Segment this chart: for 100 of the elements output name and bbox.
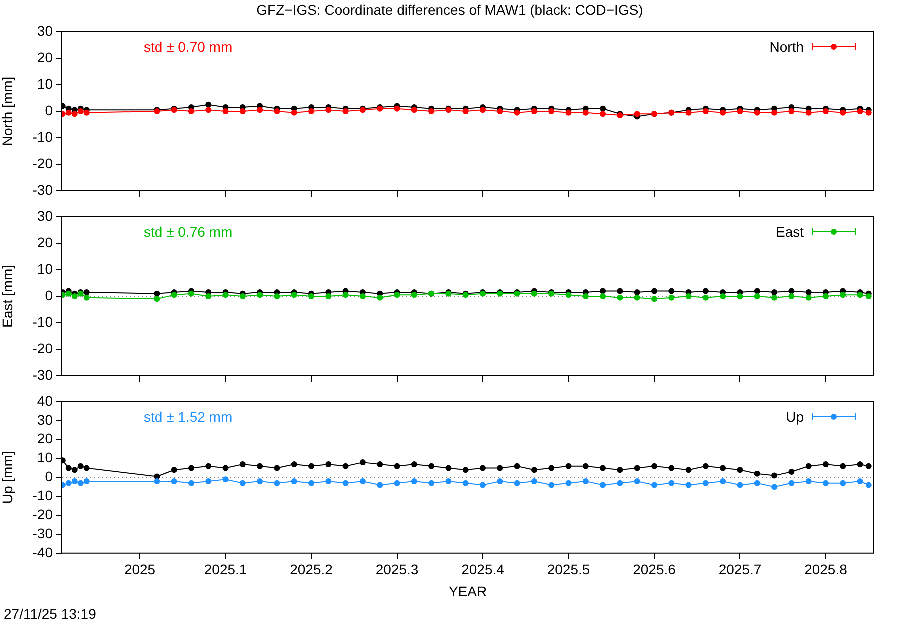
point [411,461,418,468]
point [360,294,366,300]
point [394,106,400,112]
point [206,463,212,470]
point [686,467,692,474]
point [240,461,246,468]
point [428,463,435,470]
point [531,467,538,474]
point [188,108,194,114]
point [411,107,418,114]
point [394,463,400,470]
point [360,460,366,466]
point [686,482,692,488]
point [428,108,435,114]
point [72,467,78,474]
point [411,292,418,298]
point [806,463,812,470]
point [377,461,384,468]
point [72,478,78,484]
point [840,480,846,486]
point [342,292,349,298]
point [772,110,778,116]
point [480,107,486,114]
y-tick-label: -10 [32,128,54,145]
point [857,108,864,114]
x-axis-title: YEAR [448,583,488,600]
y-tick-label: 30 [37,208,54,224]
point [308,480,315,486]
point [720,465,726,472]
point [634,465,640,472]
point [84,290,90,296]
y-tick-label: 0 [45,102,54,118]
y-tick-label: -10 [32,487,54,504]
point [772,290,778,296]
point [737,108,744,114]
y-tick-label: -40 [32,544,54,560]
point [428,480,435,486]
y-tick-label: 0 [45,287,54,304]
point [600,288,606,294]
point [308,294,315,300]
point [702,288,709,294]
point [171,292,178,298]
point [342,108,349,114]
point [222,292,229,298]
point [702,108,709,114]
point [702,463,709,470]
y-axis-title: North [mm] [0,76,16,146]
point [66,290,72,297]
point [462,467,469,474]
point [686,110,692,116]
point [411,478,418,484]
point [857,461,864,468]
point [866,294,872,300]
point [240,480,246,486]
point [514,463,520,470]
point [840,110,846,116]
point [582,463,589,470]
point [222,465,229,472]
point [394,292,400,298]
point [866,482,872,488]
point [668,480,675,486]
point [257,292,264,298]
point [78,108,84,114]
point [291,110,298,116]
point [788,108,795,114]
point [308,108,315,114]
point [634,478,640,484]
point [548,482,555,488]
point [840,292,846,298]
y-tick-label: 10 [37,260,54,277]
point [668,288,675,294]
y-tick-label: 10 [37,450,54,466]
point [754,294,760,300]
point [617,288,624,294]
x-tick-label: 2025.1 [204,562,248,578]
point [342,463,349,470]
point [668,294,675,301]
point [377,482,384,488]
point [531,290,538,297]
point [788,480,795,486]
point [634,294,640,301]
point [737,482,744,488]
point [222,476,229,483]
point [822,480,829,486]
point [206,478,212,484]
point [651,482,658,488]
point [78,480,84,486]
legend-label: North [770,39,804,55]
point [326,107,332,114]
point [772,294,778,301]
point [66,110,72,116]
point [600,482,606,488]
x-tick-label: 2025.4 [462,562,505,578]
point [806,478,812,484]
point [566,110,572,116]
annotation: std ± 0.70 mm [144,38,233,55]
point [480,482,486,488]
point [154,478,160,484]
text: 27/11/25 13:19 [3,605,98,623]
point [806,110,812,116]
